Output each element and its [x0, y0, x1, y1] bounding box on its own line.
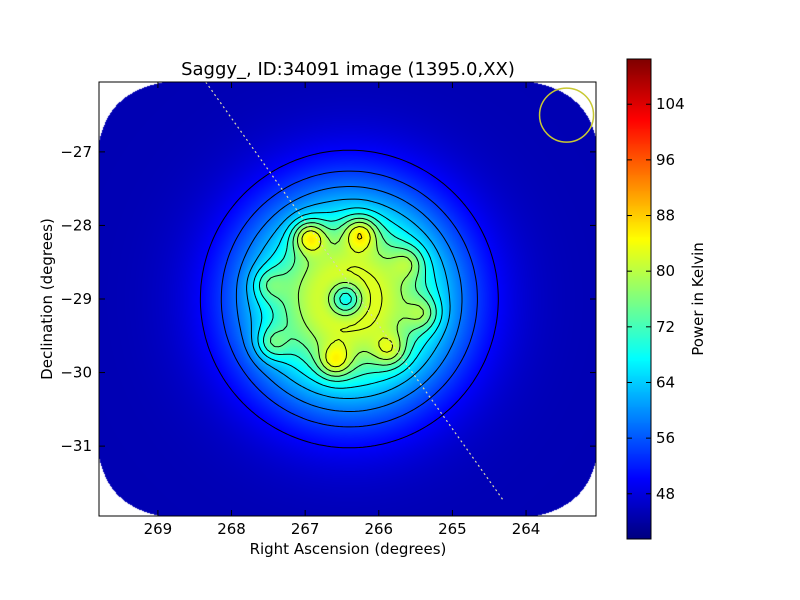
contour-lines	[199, 149, 499, 449]
x-tick-label: 269	[144, 520, 173, 538]
y-tick-label: −30	[60, 364, 92, 382]
colorbar-tick-label: 80	[656, 262, 675, 280]
x-tick-label: 268	[217, 520, 246, 538]
colorbar-frame	[626, 58, 652, 540]
contour-line	[357, 233, 363, 240]
beam-circle	[538, 87, 595, 143]
contour-line	[235, 186, 463, 412]
x-tick-label: 267	[291, 520, 320, 538]
contour-line	[246, 198, 451, 399]
contour-line	[220, 170, 478, 428]
heatmap-image	[99, 82, 596, 516]
y-tick-label: −27	[60, 143, 92, 161]
x-tick-label: 266	[364, 520, 393, 538]
contour-line	[252, 207, 443, 389]
contour-line	[199, 149, 499, 449]
dotted-line	[205, 82, 505, 502]
y-tick-label: −28	[60, 216, 92, 234]
x-tick-label: 265	[438, 520, 467, 538]
colorbar-ticks: 48 56 64 72 80 88 96 104	[627, 95, 685, 503]
y-axis-ticks: −27 −28 −29 −30 −31	[60, 143, 596, 455]
colorbar-tick-label: 96	[656, 151, 675, 169]
colorbar-gradient	[627, 59, 651, 539]
y-axis-label: Declination (degrees)	[38, 218, 56, 380]
contour-line	[301, 226, 394, 368]
x-axis-ticks: 269 268 267 266 265 264	[144, 82, 541, 538]
x-tick-label: 264	[512, 520, 541, 538]
colorbar-tick-label: 72	[656, 318, 675, 336]
colorbar-tick-label: 56	[656, 429, 675, 447]
colorbar-tick-label: 104	[656, 95, 685, 113]
chart-title: Saggy_, ID:34091 image (1395.0,XX)	[181, 59, 515, 80]
contour-line	[258, 213, 437, 382]
colorbar-tick-label: 64	[656, 373, 675, 391]
y-tick-label: −31	[60, 437, 92, 455]
contour-line	[266, 217, 432, 377]
contour-line	[297, 221, 424, 373]
x-axis-label: Right Ascension (degrees)	[250, 540, 447, 558]
colorbar-label: Power in Kelvin	[689, 242, 707, 356]
y-tick-label: −29	[60, 290, 92, 308]
colorbar-tick-label: 48	[656, 485, 675, 503]
colorbar-tick-label: 88	[656, 207, 675, 225]
